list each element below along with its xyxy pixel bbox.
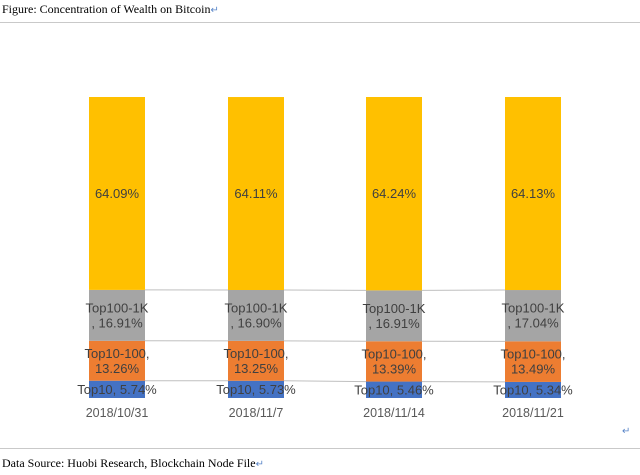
data-label-top10-100: Top10-100, 13.25% xyxy=(223,346,288,376)
bar-segment-top10 xyxy=(89,380,145,398)
bar-segment-top100-1k xyxy=(228,290,284,341)
data-source: Data Source: Huobi Research, Blockchain … xyxy=(2,456,264,470)
data-label-top100-1k: Top100-1K, 16.91% xyxy=(86,300,149,330)
data-label-rest: 64.11% xyxy=(234,186,278,201)
bar-segment-top100-1k xyxy=(505,290,561,342)
data-label-top100-1k: Top100-1K, 16.90% xyxy=(225,300,288,330)
data-label-top10-100: Top10-100, 13.26% xyxy=(84,346,149,376)
bar-segment-top10-100 xyxy=(89,340,145,381)
bar-segment-top10 xyxy=(366,381,422,398)
data-label-top100-1k: Top100-1K, 16.91% xyxy=(363,301,426,331)
bar-segment-top10-100 xyxy=(366,341,422,382)
data-label-top10-100: Top10-100, 13.49% xyxy=(500,347,565,377)
bar-segment-top10 xyxy=(505,381,561,398)
bar-segment-top10-100 xyxy=(228,340,284,381)
bar-segment-top100-1k xyxy=(366,290,422,342)
data-label-rest: 64.24% xyxy=(372,186,417,201)
x-tick-label: 2018/11/14 xyxy=(363,406,425,420)
data-label-top10: Top10, 5.73% xyxy=(216,382,296,397)
data-label-top100-1k: Top100-1K, 17.04% xyxy=(502,301,565,331)
top-rule xyxy=(0,22,640,23)
x-tick-label: 2018/11/7 xyxy=(229,406,284,420)
bar-segment-rest xyxy=(228,97,284,291)
data-label-top10-100: Top10-100, 13.39% xyxy=(361,346,426,376)
bar-segment-top100-1k xyxy=(89,289,145,341)
bar-segment-rest xyxy=(366,97,422,291)
paragraph-mark: ↵ xyxy=(622,426,631,437)
x-tick-label: 2018/10/31 xyxy=(86,406,149,420)
bar-segment-top10 xyxy=(228,380,284,398)
figure-title: Figure: Concentration of Wealth on Bitco… xyxy=(2,2,219,16)
bar-segment-rest xyxy=(505,97,561,291)
data-label-top10: Top10, 5.46% xyxy=(354,382,434,397)
data-label-top10: Top10, 5.74% xyxy=(77,382,157,397)
bottom-rule xyxy=(0,448,640,449)
data-label-rest: 64.09% xyxy=(95,186,140,201)
data-label-top10: Top10, 5.34% xyxy=(493,382,573,397)
bar-segment-rest xyxy=(89,97,145,290)
data-label-rest: 64.13% xyxy=(511,186,556,201)
x-tick-label: 2018/11/21 xyxy=(502,406,564,420)
series-line-top10 xyxy=(283,380,367,383)
bar-segment-top10-100 xyxy=(505,341,561,382)
